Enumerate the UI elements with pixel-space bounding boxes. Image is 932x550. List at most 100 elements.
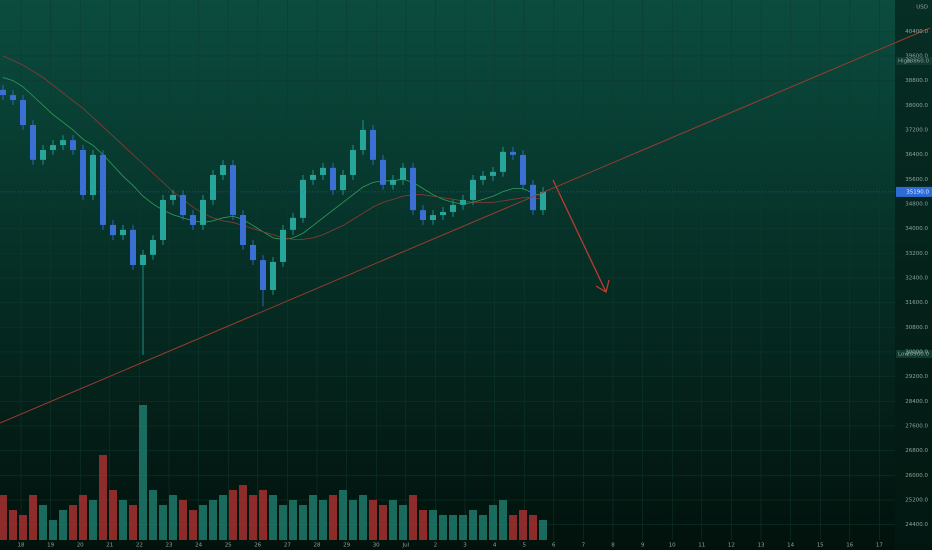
candle-body [270,261,276,290]
candle-body [120,229,126,236]
candle-body [340,174,346,191]
volume-bar [19,515,27,540]
y-tick-label: 36400.0 [905,152,928,158]
x-tick-label: 14 [787,543,794,549]
volume-bar [109,490,117,540]
moving-average [2,55,544,240]
high-marker-box [896,57,932,65]
candle-body [10,95,16,101]
candle-body [320,167,326,175]
x-tick-label: 21 [106,543,113,549]
volume-bar [459,515,467,540]
volume-bar [0,495,7,540]
volume-bar [169,495,177,540]
candle-body [190,215,196,225]
low-marker-label: Low [898,352,909,358]
volume-bar [369,500,377,540]
volume-bar [489,505,497,540]
x-tick-label: 13 [758,543,765,549]
candle-body [40,149,46,160]
last-price-label: 35190.0 [906,189,929,195]
x-tick-label: 11 [698,543,705,549]
volume-bar [209,500,217,540]
y-tick-label: 37200.0 [905,127,928,133]
candle-body [480,175,486,180]
low-marker-box [896,350,932,358]
volume-bar [329,495,337,540]
x-tick-label: Jul [401,543,409,549]
volume-bar [529,515,537,540]
candle-body [160,199,166,241]
volume-bar [309,495,317,540]
x-tick-label: 30 [373,543,380,549]
volume-bar [79,495,87,540]
candle-body [310,174,316,180]
x-tick-label: 9 [641,543,645,549]
x-tick-label: 7 [582,543,586,549]
last-price-box [896,186,932,197]
candle-body [410,167,416,211]
y-tick-label: 38800.0 [905,78,928,84]
volume-bar [279,505,287,540]
candle-body [290,217,296,230]
volume-bar [229,490,237,540]
y-tick-label: 33200.0 [905,251,928,257]
volume-bar [179,500,187,540]
candle-body [30,125,36,160]
volume-bar [89,500,97,540]
volume-bar [499,500,507,540]
currency-label: USD [916,5,928,11]
trend-line [0,27,931,424]
x-tick-label: 8 [611,543,615,549]
y-tick-label: 29200.0 [905,374,928,380]
volume-bar [519,510,527,540]
volume-bar [449,515,457,540]
grid [0,0,895,540]
candle-body [110,224,116,236]
volume-bar [509,515,517,540]
candle-body [450,204,456,212]
candle-body [200,199,206,225]
y-tick-label: 39600.0 [905,53,928,59]
y-tick-label: 24400.0 [905,522,928,528]
volume-bar [469,510,477,540]
candle-body [400,167,406,180]
candle-body [20,100,26,125]
volume-bar [349,500,357,540]
volume-bar [429,510,437,540]
y-tick-label: 30000.0 [905,349,928,355]
candle-body [250,244,256,261]
y-tick-label: 28400.0 [905,399,928,405]
x-tick-label: 27 [284,543,291,549]
candle-body [150,240,156,255]
candle-body [70,140,76,150]
candle-body [380,159,386,185]
candle-body [60,140,66,146]
volume-bar [289,500,297,540]
volume-bar [149,490,157,540]
candle-body [180,195,186,216]
candle-body [220,165,226,175]
volume-bar [259,490,267,540]
y-tick-label: 38000.0 [905,103,928,109]
y-tick-label: 32400.0 [905,275,928,281]
volume-bar [219,495,227,540]
volume-bar [399,505,407,540]
volume-bar [69,505,77,540]
volume-bar [239,485,247,540]
volume-bar [199,505,207,540]
y-tick-label: 26000.0 [905,473,928,479]
volume-bar [59,510,67,540]
y-tick-label: 30800.0 [905,325,928,331]
candle-body [100,154,106,225]
x-tick-label: 17 [876,543,883,549]
x-tick-label: 23 [166,543,173,549]
x-tick-label: 2 [434,543,438,549]
y-tick-label: 34000.0 [905,226,928,232]
candle-body [0,89,6,96]
volume-bar [419,510,427,540]
candle-body [420,210,426,220]
x-tick-label: 25 [225,543,232,549]
candle-body [330,167,336,191]
